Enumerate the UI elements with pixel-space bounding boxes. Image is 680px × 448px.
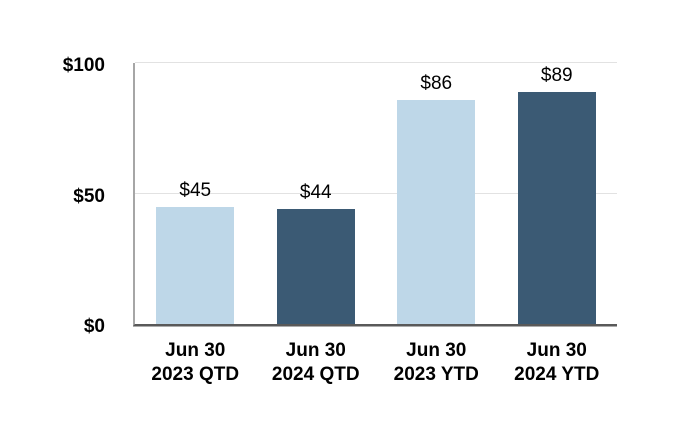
y-axis-tick-label: $0 [83,316,105,337]
bar-value-label: $89 [540,65,573,86]
x-axis-category-label: Jun 30 2024 QTD [271,340,360,385]
x-axis-category-label: Jun 30 2023 QTD [151,340,240,385]
bar [276,209,355,324]
bar [517,92,596,324]
x-axis-category-label: Jun 30 2023 YTD [393,340,479,385]
x-axis-category-label: Jun 30 2024 YTD [514,340,600,385]
bar-value-label: $45 [179,180,212,201]
y-axis-tick-label: $100 [62,55,105,76]
gridline [135,192,617,194]
bar [156,207,235,324]
bar-value-label: $86 [420,73,453,94]
plot-area: $45 $44 $86 $89 [133,62,617,327]
bar-value-label: $44 [299,182,332,203]
gridline [135,62,617,63]
bar [397,100,476,324]
y-axis-tick-label: $50 [73,185,105,207]
